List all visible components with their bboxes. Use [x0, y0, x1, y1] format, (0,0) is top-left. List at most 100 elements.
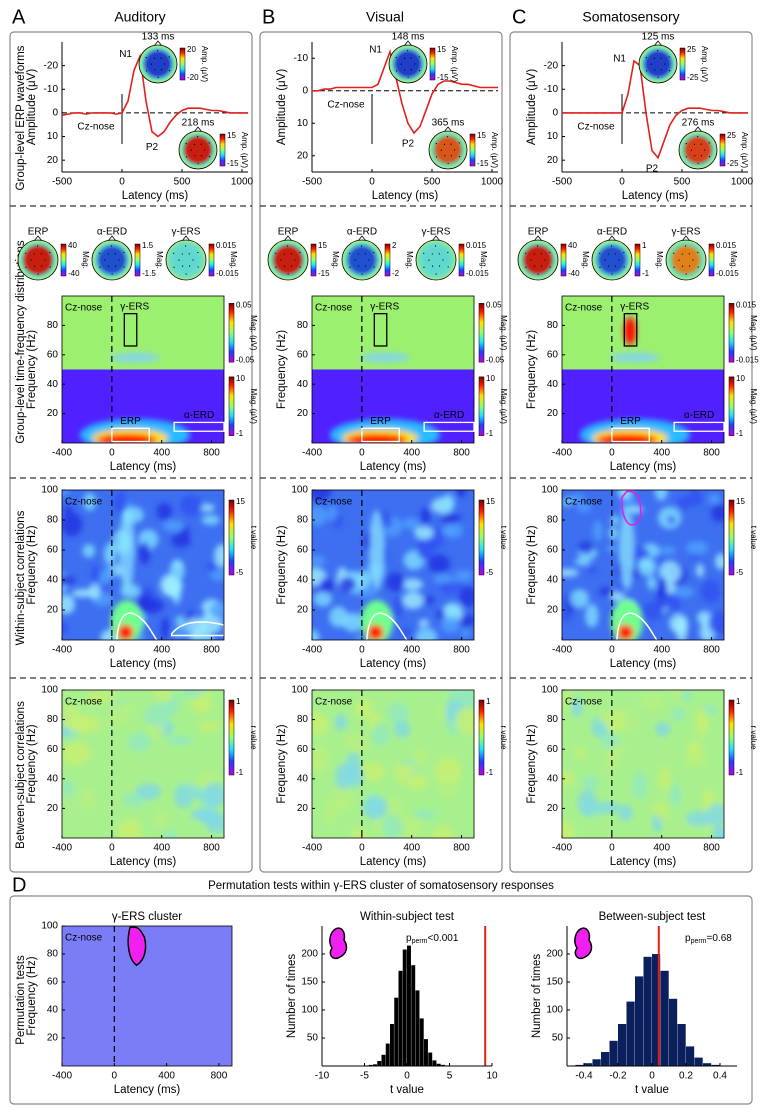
texture-blob: [618, 804, 633, 822]
texture-blob: [593, 801, 621, 814]
y-tick-label: 80: [547, 320, 559, 331]
texture-blob: [180, 495, 203, 517]
roi-label: γ-ERS: [370, 301, 399, 312]
colorbar-tick-label: -1: [486, 429, 494, 438]
texture-blob: [654, 490, 668, 501]
colorbar-tick-label: 15: [437, 45, 446, 54]
electrode: [685, 273, 687, 275]
colorbar-tick-label: 1: [642, 241, 647, 250]
texture-blob: [696, 563, 705, 578]
y-tick-label: 100: [41, 921, 58, 932]
texture-blob: [198, 503, 215, 512]
panel-letter: A: [12, 6, 26, 28]
topomap-label: 218 ms: [182, 118, 215, 129]
x-tick-label: 0: [119, 177, 125, 188]
texture-blob: [344, 732, 370, 753]
electrode: [533, 253, 535, 255]
colorbar-tick-label: -0.015: [716, 269, 739, 278]
electrode: [438, 253, 440, 255]
annotation: P2: [146, 142, 159, 153]
chart-title: Within-subject test: [360, 911, 455, 923]
colorbar-label: Amp. (μV): [240, 132, 249, 169]
texture-blob: [708, 493, 721, 505]
electrode: [654, 69, 656, 71]
y-tick-label: 20: [47, 605, 59, 616]
bar: [402, 949, 407, 1066]
electrode: [436, 156, 438, 158]
texture-blob: [387, 702, 409, 724]
roi-window: [123, 312, 138, 347]
texture-blob: [432, 825, 454, 838]
y-tick-label: 20: [47, 155, 59, 166]
p-subscript: perm: [412, 938, 428, 945]
texture-blob: [329, 606, 348, 628]
electrode: [443, 143, 446, 145]
annotation: P2: [402, 139, 415, 150]
electrode: [118, 259, 120, 261]
x-tick-label: -0.4: [575, 1071, 593, 1082]
y-tick-label: 100: [546, 1005, 563, 1016]
electrode: [435, 273, 437, 275]
y-tick-label: 40: [47, 379, 59, 390]
texture-blob: [64, 742, 92, 764]
electrode: [204, 149, 206, 151]
x-tick-label: 0: [109, 448, 115, 459]
texture-blob: [562, 610, 572, 623]
colorbar: [478, 699, 485, 776]
y-tick-label: 80: [47, 515, 59, 526]
colorbar: [728, 376, 735, 436]
topomap-nose: [607, 235, 617, 242]
colorbar-label: Mag. (μV): [499, 389, 508, 425]
x-tick-label: 1000: [731, 177, 754, 188]
topomap-label: 133 ms: [142, 32, 175, 43]
bar: [660, 970, 669, 1066]
electrode: [99, 266, 101, 268]
colorbar-tick-label: -15: [318, 269, 330, 278]
texture-blob: [639, 694, 665, 710]
x-tick-label: 0: [404, 1071, 410, 1082]
topomap-nose: [693, 126, 703, 133]
y-tick-label: 20: [297, 605, 309, 616]
topomap: [341, 239, 383, 281]
texture-blob: [562, 770, 574, 786]
electrode: [428, 259, 430, 261]
electrode: [700, 155, 702, 157]
electrode: [287, 273, 289, 275]
texture-blob: [401, 578, 423, 591]
texture-blob: [319, 577, 335, 593]
colorbar-label: Amp. (μV): [450, 46, 459, 83]
texture-blob: [399, 815, 425, 838]
y-tick-label: 80: [297, 714, 309, 725]
reference-label: Cz-nose: [315, 497, 353, 508]
plot-frame: [561, 295, 725, 444]
texture-blob: [154, 810, 168, 829]
electrode: [685, 143, 687, 145]
y-axis-label: Number of times: [286, 954, 298, 1039]
x-tick-label: 400: [153, 843, 170, 854]
colorbar-tick-label: -1.5: [142, 269, 156, 278]
texture-blob: [597, 711, 621, 724]
texture-blob: [436, 608, 446, 621]
y-tick-label: 0: [52, 108, 58, 119]
topomap-nose: [181, 235, 191, 242]
y-tick-label: 40: [47, 1005, 59, 1016]
plot-area: [562, 490, 724, 640]
electrode: [431, 265, 434, 267]
texture-blob: [441, 513, 461, 524]
texture-blob: [104, 561, 117, 582]
electrode: [188, 253, 190, 255]
row-label: Between-subject correlations: [15, 701, 27, 849]
electrode: [49, 266, 51, 268]
texture-blob: [138, 541, 150, 565]
y-tick-label: 200: [301, 949, 318, 960]
colorbar-label: Mag.: [155, 251, 164, 269]
annotation: N1: [369, 44, 382, 55]
p-value: pperm<0.001: [406, 933, 459, 945]
electrode: [275, 252, 277, 254]
electrode: [537, 273, 539, 275]
colorbar-tick-label: 1: [736, 697, 741, 706]
roi-label: α-ERD: [184, 410, 214, 421]
y-tick-label: 20: [47, 803, 59, 814]
electrode: [525, 252, 527, 254]
colorbar-label: Amp. (μV): [740, 132, 749, 169]
